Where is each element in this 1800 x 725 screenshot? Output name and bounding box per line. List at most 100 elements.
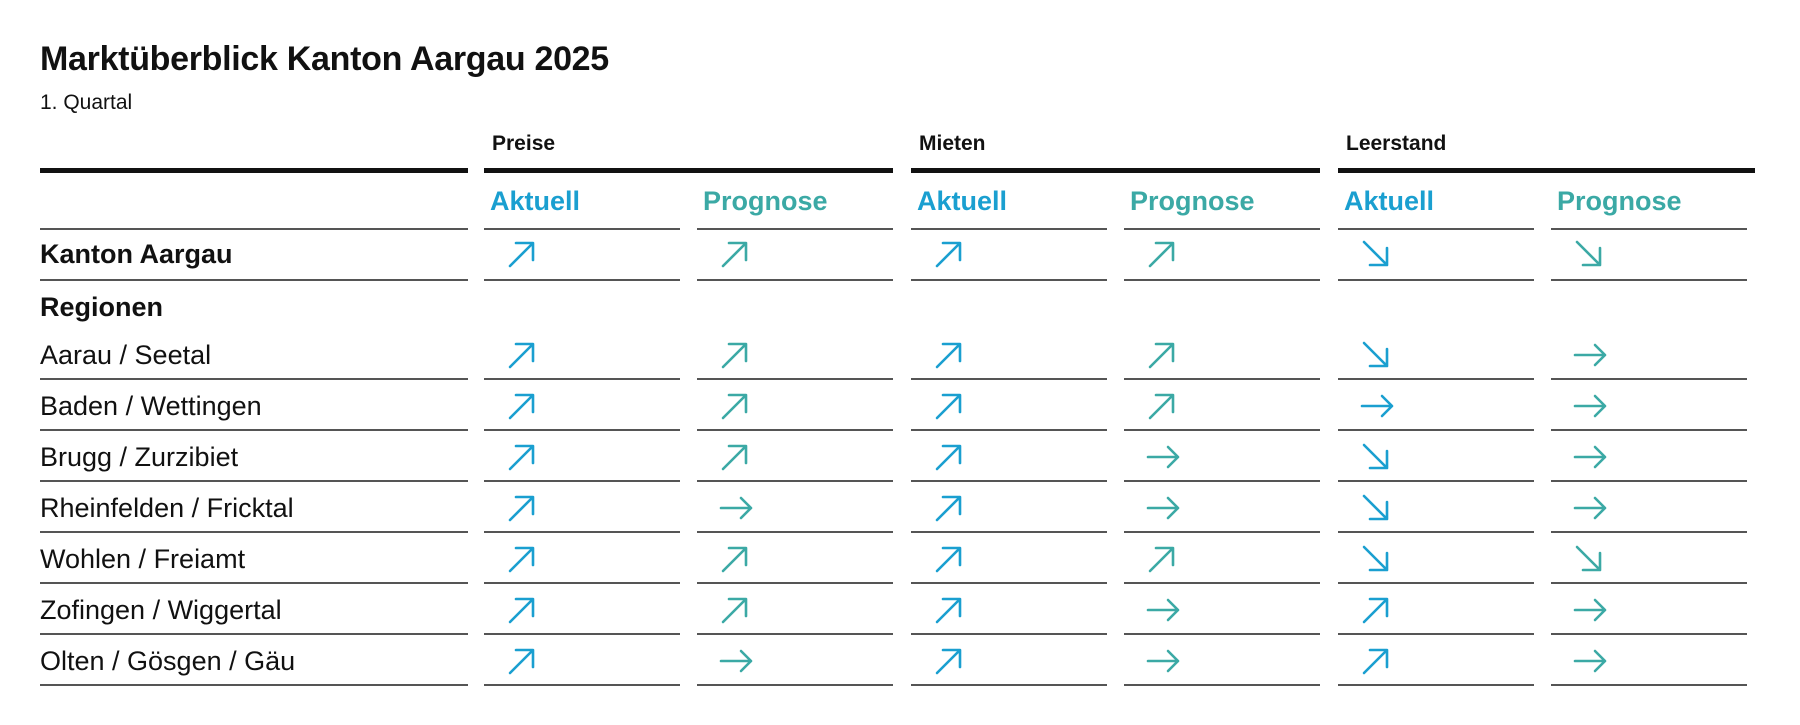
arrow-up-right-icon-shape xyxy=(508,241,535,268)
arrow-down-right-icon-shape xyxy=(1362,341,1389,368)
arrow-down-right-icon xyxy=(1356,234,1396,274)
table-row-label-line xyxy=(40,480,468,482)
arrow-down-right-icon xyxy=(1356,437,1396,477)
arrow-right-icon-shape xyxy=(1573,496,1607,520)
arrow-up-right-icon xyxy=(929,437,969,477)
table-row-cell-line xyxy=(697,582,893,584)
arrow-up-right-icon xyxy=(929,234,969,274)
summary-row-cell-line xyxy=(1551,279,1747,281)
arrow-down-right-icon-shape xyxy=(1362,240,1389,267)
arrow-right-icon-shape xyxy=(1146,496,1180,520)
table-row-cell-line xyxy=(1338,378,1534,380)
arrow-right-icon xyxy=(717,488,757,528)
table-row-label: Zofingen / Wiggertal xyxy=(40,595,282,625)
table-row-cell-line xyxy=(1338,633,1534,635)
table-row-cell-line xyxy=(911,378,1107,380)
arrow-up-right-icon xyxy=(502,488,542,528)
table-row-label: Brugg / Zurzibiet xyxy=(40,442,239,472)
arrow-up-right-icon-shape xyxy=(935,648,962,675)
table-row-label: Wohlen / Freiamt xyxy=(40,544,246,574)
arrow-up-right-icon-shape xyxy=(508,495,535,522)
arrow-up-right-icon xyxy=(1142,335,1182,375)
arrow-up-right-icon xyxy=(715,590,755,630)
arrow-up-right-icon-shape xyxy=(721,444,748,471)
summary-row-cell-line xyxy=(697,279,893,281)
page-subtitle: 1. Quartal xyxy=(40,91,133,114)
table-row-cell-line xyxy=(1551,633,1747,635)
table-row-cell-line xyxy=(697,633,893,635)
arrow-right-icon xyxy=(1571,590,1611,630)
table-row-label: Aarau / Seetal xyxy=(40,340,212,370)
arrow-up-right-icon-shape xyxy=(508,597,535,624)
arrow-up-right-icon-shape xyxy=(721,597,748,624)
column-header-prognose: Prognose xyxy=(703,186,828,216)
summary-row-cell-line xyxy=(1124,279,1320,281)
summary-row-label-line xyxy=(40,279,468,281)
header-cell-line xyxy=(1338,228,1534,230)
arrow-right-icon-shape xyxy=(1146,649,1180,673)
arrow-right-icon-shape xyxy=(719,649,753,673)
arrow-up-right-icon xyxy=(502,641,542,681)
table-row-cell-line xyxy=(911,531,1107,533)
table-row-label: Rheinfelden / Fricktal xyxy=(40,493,294,523)
arrow-right-icon-shape xyxy=(1573,649,1607,673)
table-row-cell-line xyxy=(1124,480,1320,482)
table-row-label-line xyxy=(40,429,468,431)
table-row-cell-line xyxy=(1551,582,1747,584)
table-row-label-line xyxy=(40,531,468,533)
arrow-right-icon-shape xyxy=(1573,394,1607,418)
arrow-right-icon xyxy=(1144,641,1184,681)
table-row-label-line xyxy=(40,684,468,686)
table-row-cell-line xyxy=(484,684,680,686)
arrow-right-icon-shape xyxy=(1573,445,1607,469)
arrow-up-right-icon xyxy=(929,488,969,528)
table-row-cell-line xyxy=(911,633,1107,635)
table-row-cell-line xyxy=(911,582,1107,584)
page-title: Marktüberblick Kanton Aargau 2025 xyxy=(40,40,609,78)
table-row-cell-line xyxy=(484,429,680,431)
table-row-cell-line xyxy=(1551,480,1747,482)
arrow-up-right-icon-shape xyxy=(935,444,962,471)
summary-row-cell-line xyxy=(1338,279,1534,281)
arrow-up-right-icon xyxy=(502,335,542,375)
table-row-label-line xyxy=(40,582,468,584)
arrow-up-right-icon-shape xyxy=(508,546,535,573)
arrow-up-right-icon-shape xyxy=(935,342,962,369)
arrow-right-icon-shape xyxy=(1146,445,1180,469)
table-row-cell-line xyxy=(911,480,1107,482)
arrow-up-right-icon-shape xyxy=(508,444,535,471)
table-row-cell-line xyxy=(1124,633,1320,635)
arrow-up-right-icon xyxy=(715,539,755,579)
table-row-cell-line xyxy=(1124,531,1320,533)
section-label-regionen: Regionen xyxy=(40,292,164,322)
arrow-up-right-icon-shape xyxy=(508,342,535,369)
table-row-cell-line xyxy=(697,531,893,533)
arrow-up-right-icon xyxy=(929,590,969,630)
arrow-up-right-icon-shape xyxy=(1362,648,1389,675)
arrow-up-right-icon xyxy=(1356,641,1396,681)
table-row-cell-line xyxy=(697,429,893,431)
arrow-up-right-icon xyxy=(1356,590,1396,630)
arrow-right-icon-shape xyxy=(1573,343,1607,367)
column-header-prognose: Prognose xyxy=(1130,186,1255,216)
table-row-cell-line xyxy=(697,684,893,686)
arrow-down-right-icon xyxy=(1356,488,1396,528)
arrow-up-right-icon xyxy=(715,335,755,375)
arrow-up-right-icon xyxy=(1142,539,1182,579)
arrow-right-icon xyxy=(1358,386,1398,426)
group-label-preise: Preise xyxy=(492,132,556,155)
summary-row-cell-line xyxy=(484,279,680,281)
summary-row-cell-line xyxy=(911,279,1107,281)
arrow-down-right-icon xyxy=(1569,539,1609,579)
arrow-up-right-icon xyxy=(1142,386,1182,426)
arrow-right-icon xyxy=(1571,437,1611,477)
arrow-up-right-icon xyxy=(502,590,542,630)
arrow-up-right-icon xyxy=(502,386,542,426)
arrow-up-right-icon xyxy=(502,437,542,477)
table-row-cell-line xyxy=(697,480,893,482)
arrow-up-right-icon-shape xyxy=(935,546,962,573)
table-row-cell-line xyxy=(911,429,1107,431)
table-row-cell-line xyxy=(911,684,1107,686)
arrow-up-right-icon-shape xyxy=(721,546,748,573)
group-rule xyxy=(1338,168,1755,173)
